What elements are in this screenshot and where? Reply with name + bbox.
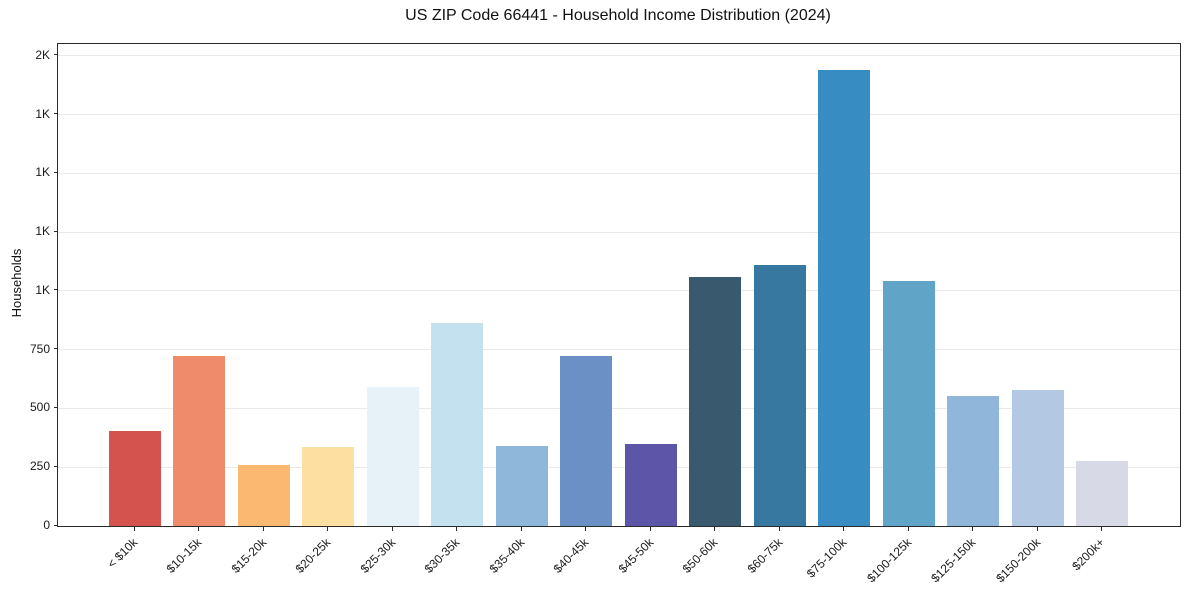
y-tick-mark	[54, 465, 58, 467]
x-tick-mark	[198, 527, 200, 531]
bar-20-25k	[302, 447, 355, 526]
bar-35-40k	[495, 446, 548, 526]
y-tick-label: 1K	[35, 282, 50, 297]
y-tick-label: 250	[29, 459, 50, 474]
y-tick-mark	[54, 113, 58, 115]
x-tick-mark	[907, 527, 909, 531]
x-tick-mark	[585, 527, 587, 531]
y-tick-label: 1K	[35, 165, 50, 180]
bar-60-75k	[753, 265, 806, 526]
x-tick-mark	[778, 527, 780, 531]
gridline-500	[58, 407, 1180, 409]
y-tick-label: 2K	[35, 47, 50, 62]
plot-area	[57, 43, 1181, 527]
bar-100-125k	[882, 281, 935, 526]
x-tick-mark	[972, 527, 974, 531]
x-tick-mark	[520, 527, 522, 531]
x-tick-mark	[391, 527, 393, 531]
bar-10k	[109, 430, 161, 526]
chart-title: US ZIP Code 66441 - Household Income Dis…	[405, 7, 831, 24]
x-tick-mark	[649, 527, 651, 531]
gridline-750	[58, 349, 1180, 351]
x-tick-mark	[134, 527, 135, 531]
bar-200k	[1076, 461, 1129, 526]
x-tick-mark	[262, 527, 264, 531]
gridline-1K	[58, 231, 1180, 233]
y-tick-label: 0	[43, 518, 50, 532]
y-tick-label: 1K	[35, 224, 50, 239]
x-tick-mark	[843, 527, 845, 531]
x-tick-mark	[327, 527, 329, 531]
y-tick-mark	[54, 171, 58, 173]
bar-25-30k	[366, 387, 419, 526]
y-tick-mark	[54, 406, 58, 408]
bar-30-35k	[431, 322, 484, 526]
y-tick-mark	[54, 230, 58, 232]
y-tick-mark	[54, 54, 58, 56]
bar-125-150k	[947, 395, 1000, 526]
x-tick-mark	[714, 527, 716, 531]
y-tick-label: 750	[29, 341, 50, 356]
y-tick-label: 500	[29, 400, 50, 415]
gridline-1K	[58, 290, 1180, 292]
y-tick-mark	[54, 348, 58, 350]
bar-45-50k	[624, 443, 677, 526]
gridline-1K	[58, 114, 1180, 116]
gridline-1K	[58, 172, 1180, 174]
bar-150-200k	[1011, 389, 1064, 526]
y-tick-mark	[54, 524, 58, 526]
bar-10-15k	[173, 355, 226, 526]
bar-50-60k	[689, 276, 742, 526]
y-tick-label: 1K	[35, 106, 50, 121]
gridline-250	[58, 466, 1180, 468]
bar-15-20k	[237, 464, 290, 526]
y-tick-mark	[54, 289, 58, 291]
bar-75-100k	[818, 69, 871, 526]
x-tick-mark	[1101, 527, 1103, 531]
x-tick-label-10k: < $10k	[104, 535, 141, 571]
x-tick-mark	[1036, 527, 1038, 531]
x-tick-mark	[456, 527, 458, 531]
bar-40-45k	[560, 355, 613, 526]
gridline-2K	[58, 55, 1180, 57]
